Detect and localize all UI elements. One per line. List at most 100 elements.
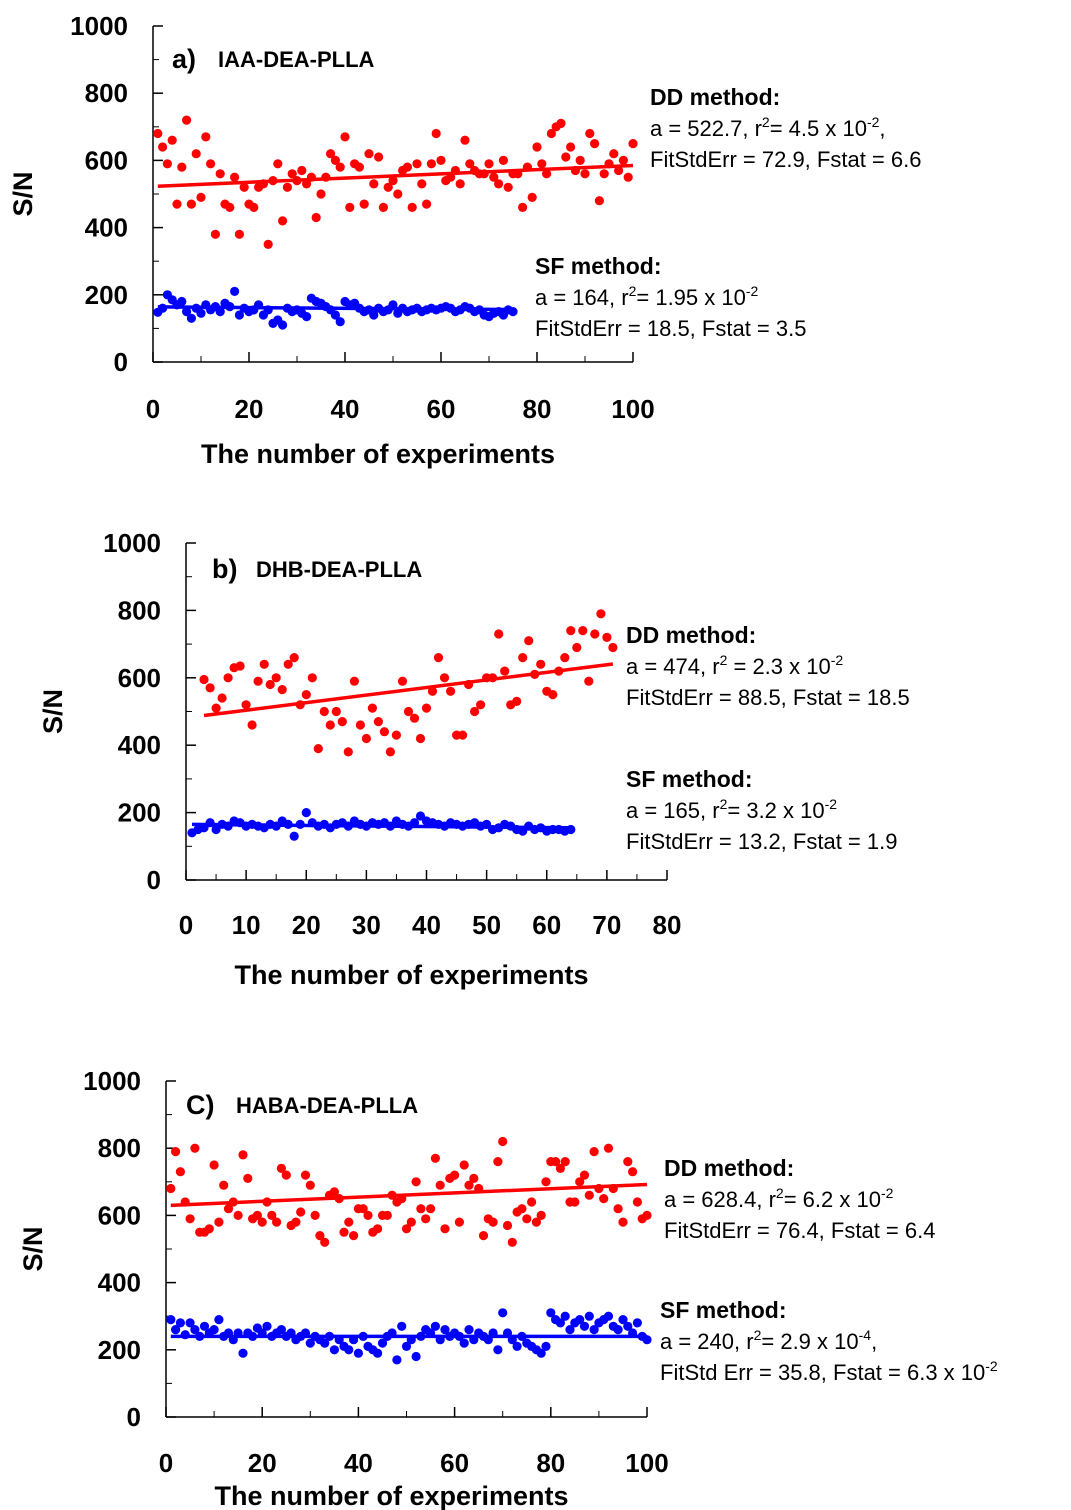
data-point-dd bbox=[205, 1224, 214, 1233]
y-tick-label: 800 bbox=[85, 78, 128, 108]
data-point-dd bbox=[590, 1147, 599, 1156]
stat-line-sf: a = 240, r2= 2.9 x 10-4, bbox=[660, 1327, 877, 1354]
data-point-sf bbox=[614, 1325, 623, 1334]
x-tick-label: 30 bbox=[352, 910, 381, 940]
data-point-dd bbox=[570, 1197, 579, 1206]
data-point-dd bbox=[302, 690, 311, 699]
data-point-dd bbox=[186, 1214, 195, 1223]
data-point-sf bbox=[633, 1318, 642, 1327]
data-point-dd bbox=[403, 163, 412, 172]
data-point-dd bbox=[580, 1171, 589, 1180]
data-point-dd bbox=[460, 1160, 469, 1169]
data-point-dd bbox=[595, 196, 604, 205]
data-point-dd bbox=[416, 1204, 425, 1213]
data-point-dd bbox=[508, 1238, 517, 1247]
y-axis-title: S/N bbox=[8, 171, 38, 216]
data-point-dd bbox=[190, 1144, 199, 1153]
data-point-dd bbox=[182, 116, 191, 125]
x-tick-label: 80 bbox=[536, 1448, 565, 1478]
data-point-dd bbox=[282, 1171, 291, 1180]
data-point-dd bbox=[350, 677, 359, 686]
series-dd bbox=[199, 609, 617, 756]
x-tick-label: 40 bbox=[344, 1448, 373, 1478]
data-point-dd bbox=[368, 704, 377, 713]
data-point-dd bbox=[296, 1207, 305, 1216]
stat-text: a = 474, r bbox=[626, 654, 720, 679]
data-point-dd bbox=[527, 1197, 536, 1206]
data-point-dd bbox=[211, 230, 220, 239]
data-point-dd bbox=[421, 1214, 430, 1223]
data-point-dd bbox=[504, 183, 513, 192]
data-point-dd bbox=[536, 660, 545, 669]
data-point-dd bbox=[379, 203, 388, 212]
stat-text: = 3.2 x 10 bbox=[727, 798, 824, 823]
stat-line-dd: FitStdErr = 72.9, Fstat = 6.6 bbox=[650, 147, 921, 172]
data-point-sf bbox=[290, 832, 299, 841]
data-point-dd bbox=[518, 653, 527, 662]
data-point-dd bbox=[524, 636, 533, 645]
data-point-sf bbox=[278, 320, 287, 329]
stat-line-dd: a = 474, r2 = 2.3 x 10-2 bbox=[626, 652, 843, 679]
data-point-sf bbox=[498, 1308, 507, 1317]
y-tick-label: 800 bbox=[98, 1133, 141, 1163]
chart-panel-3: 0 200 400 600 800 1000 0 20 40 60 80 100 The number … bbox=[18, 1066, 998, 1510]
stat-text: , bbox=[871, 1329, 877, 1354]
data-point-dd bbox=[512, 697, 521, 706]
stat-line-dd: FitStdErr = 76.4, Fstat = 6.4 bbox=[664, 1218, 935, 1243]
data-point-dd bbox=[168, 136, 177, 145]
data-point-dd bbox=[614, 1204, 623, 1213]
x-tick-label: 60 bbox=[532, 910, 561, 940]
data-point-dd bbox=[258, 1218, 267, 1227]
data-point-dd bbox=[273, 159, 282, 168]
data-point-dd bbox=[560, 653, 569, 662]
data-point-dd bbox=[235, 230, 244, 239]
data-point-sf bbox=[373, 1349, 382, 1358]
data-point-dd bbox=[436, 1181, 445, 1190]
data-point-dd bbox=[427, 159, 436, 168]
data-point-dd bbox=[434, 653, 443, 662]
data-point-dd bbox=[360, 200, 369, 209]
data-point-sf bbox=[336, 317, 345, 326]
data-point-dd bbox=[576, 156, 585, 165]
data-point-dd bbox=[374, 152, 383, 161]
method-title-dd: DD method: bbox=[626, 622, 756, 648]
data-point-dd bbox=[422, 200, 431, 209]
data-point-dd bbox=[386, 747, 395, 756]
data-point-sf bbox=[214, 1315, 223, 1324]
data-point-dd bbox=[417, 179, 426, 188]
x-tick-label: 100 bbox=[611, 394, 654, 424]
data-point-dd bbox=[528, 193, 537, 202]
stat-line-sf: FitStd Err = 35.8, Fstat = 6.3 x 10-2 bbox=[660, 1358, 998, 1385]
data-point-dd bbox=[236, 661, 245, 670]
stat-text: = 2.3 x 10 bbox=[727, 654, 830, 679]
data-point-dd bbox=[278, 216, 287, 225]
data-point-dd bbox=[484, 159, 493, 168]
superscript: -2 bbox=[867, 114, 880, 130]
data-point-dd bbox=[604, 1144, 613, 1153]
stat-text: = 6.2 x 10 bbox=[784, 1187, 881, 1212]
data-point-dd bbox=[196, 193, 205, 202]
data-point-dd bbox=[163, 159, 172, 168]
data-point-dd bbox=[456, 179, 465, 188]
data-point-dd bbox=[489, 1218, 498, 1227]
stat-text: = 4.5 x 10 bbox=[770, 116, 867, 141]
data-point-dd bbox=[332, 707, 341, 716]
data-point-dd bbox=[338, 717, 347, 726]
method-title-sf: SF method: bbox=[626, 766, 753, 792]
data-point-dd bbox=[314, 744, 323, 753]
data-point-dd bbox=[206, 683, 215, 692]
data-point-dd bbox=[412, 159, 421, 168]
x-tick-label: 20 bbox=[292, 910, 321, 940]
data-point-dd bbox=[422, 704, 431, 713]
data-point-dd bbox=[158, 142, 167, 151]
data-point-dd bbox=[407, 1218, 416, 1227]
data-point-dd bbox=[260, 660, 269, 669]
y-tick-label: 400 bbox=[85, 213, 128, 243]
data-point-sf bbox=[561, 1312, 570, 1321]
data-point-dd bbox=[493, 1157, 502, 1166]
stat-text: , bbox=[879, 116, 885, 141]
y-tick-label: 400 bbox=[118, 730, 161, 760]
x-axis-title: The number of experiments bbox=[214, 1481, 568, 1510]
x-tick-label: 40 bbox=[412, 910, 441, 940]
data-point-dd bbox=[584, 677, 593, 686]
